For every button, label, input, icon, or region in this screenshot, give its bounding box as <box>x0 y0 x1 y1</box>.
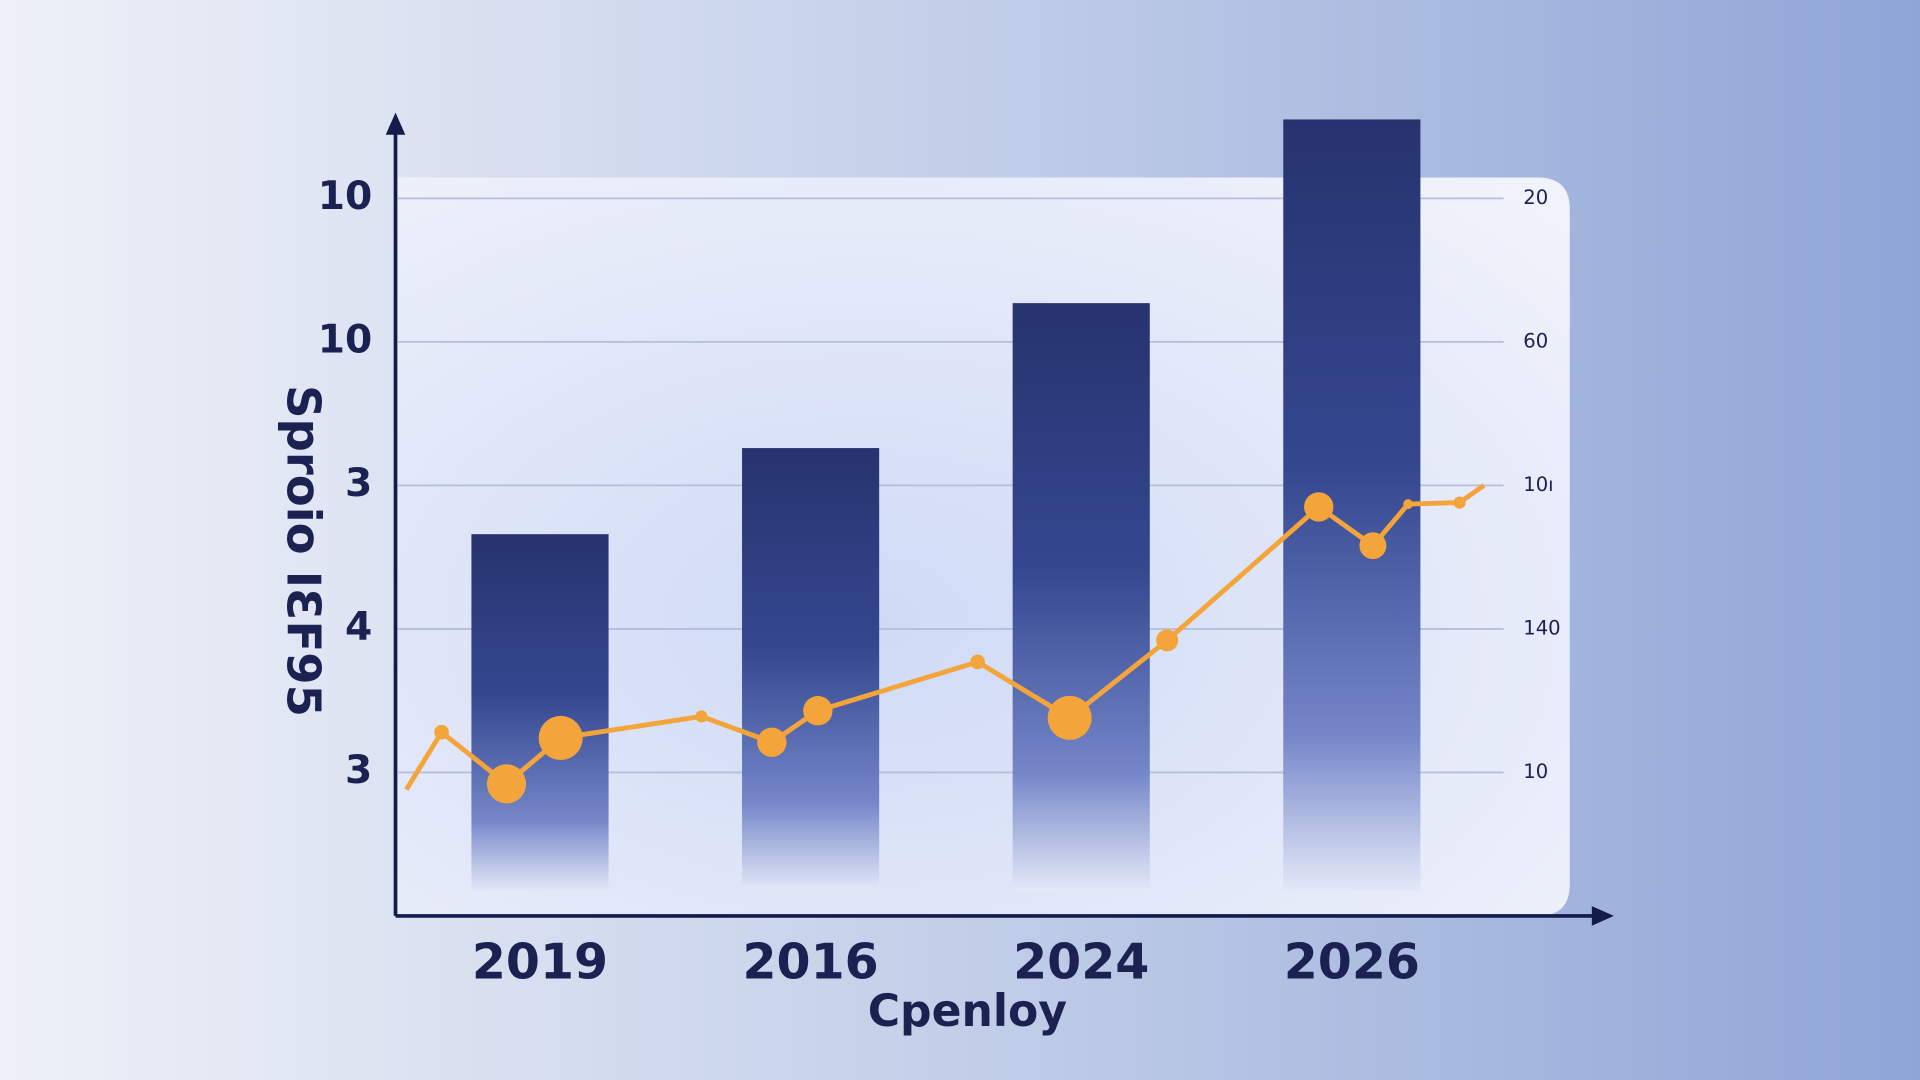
line-marker <box>1359 532 1387 560</box>
line-marker <box>757 727 787 757</box>
line-marker <box>1156 629 1179 652</box>
line-marker <box>486 764 527 804</box>
bar <box>742 448 880 892</box>
x-axis-arrow <box>1591 906 1614 926</box>
y-tick-label: 10 <box>318 174 373 219</box>
y-tick-label: 10 <box>318 317 373 362</box>
bar <box>471 534 609 892</box>
y2-tick-label: 10 <box>1523 760 1548 783</box>
y-axis-arrow <box>385 112 406 135</box>
x-tick-label: 2026 <box>1284 933 1420 990</box>
y2-tick-label: 10ı <box>1523 473 1553 496</box>
x-tick-label: 2019 <box>472 933 608 990</box>
line-marker <box>1304 492 1334 522</box>
y-axis-label: Sproio IƐF95 <box>277 385 331 717</box>
y2-tick-label: 20 <box>1523 186 1548 209</box>
line-marker <box>1047 695 1092 740</box>
bar <box>1012 303 1150 892</box>
y-tick-label: 3 <box>345 461 372 506</box>
line-marker <box>538 715 583 761</box>
y2-tick-label: 60 <box>1523 329 1548 352</box>
line-marker <box>803 696 833 726</box>
line-marker <box>434 724 449 740</box>
line-marker <box>1453 496 1466 509</box>
y2-tick-label: 140 <box>1523 616 1560 639</box>
x-axis-label: Cpenloy <box>868 986 1067 1037</box>
line-marker <box>695 710 708 723</box>
y-tick-label: 4 <box>345 604 372 649</box>
line-marker <box>970 654 985 670</box>
y-tick-label: 3 <box>345 748 372 793</box>
x-tick-label: 2024 <box>1013 933 1149 990</box>
x-tick-label: 2016 <box>742 933 878 990</box>
plot-panel <box>397 177 1570 916</box>
bar <box>1283 119 1421 892</box>
line-marker <box>1403 499 1414 509</box>
